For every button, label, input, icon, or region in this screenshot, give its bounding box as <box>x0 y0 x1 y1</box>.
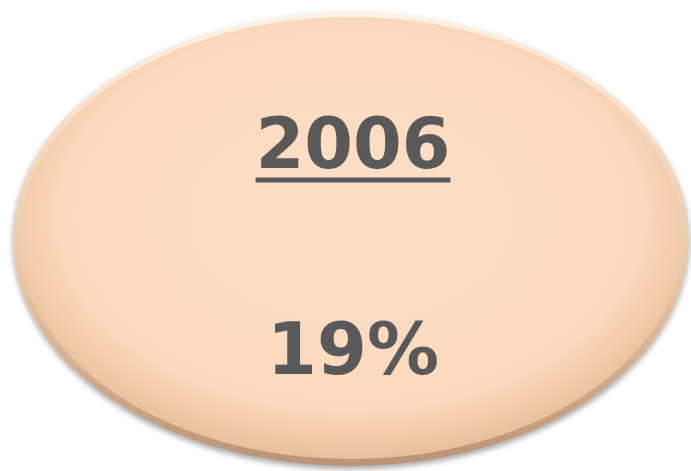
value: 19% <box>267 307 439 391</box>
heading: 2006 <box>256 103 451 185</box>
ellipse <box>19 17 683 459</box>
